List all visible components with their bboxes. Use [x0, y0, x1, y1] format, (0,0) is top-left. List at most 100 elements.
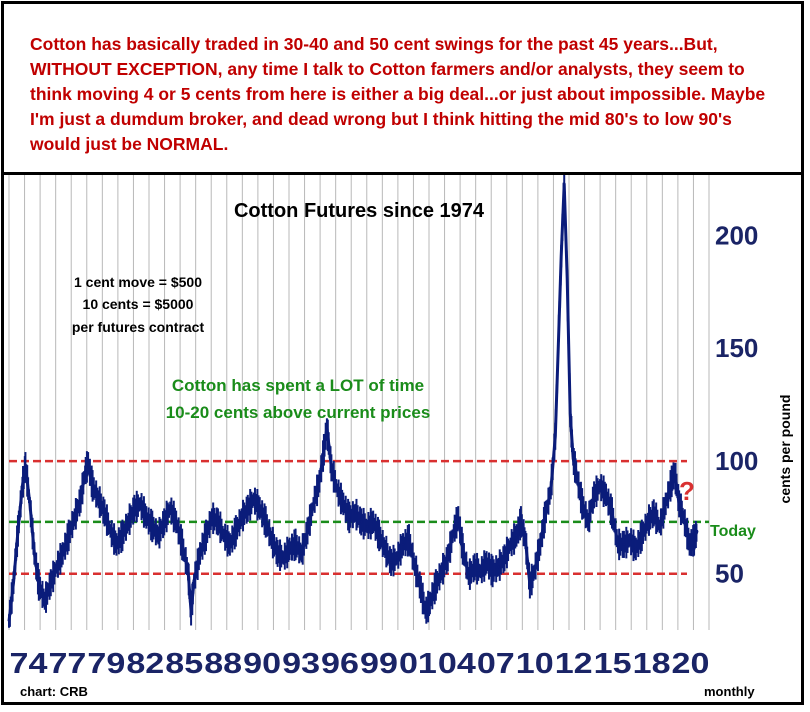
data-point: [568, 412, 572, 415]
data-point: [282, 556, 285, 560]
data-point: [186, 570, 190, 573]
data-point: [616, 543, 620, 546]
data-point: [604, 493, 608, 497]
header-box: Cotton has basically traded in 30-40 and…: [4, 4, 801, 175]
data-point: [103, 511, 106, 515]
green-note-line1: Cotton has spent a LOT of time: [172, 376, 424, 395]
data-point: [73, 516, 76, 519]
data-point: [348, 516, 351, 519]
data-point: [377, 534, 381, 537]
x-tick-label: 10: [516, 648, 554, 680]
y-tick-label: 150: [715, 333, 758, 363]
data-point: [467, 574, 470, 578]
data-point: [452, 529, 455, 533]
x-tick-label: 99: [360, 648, 398, 680]
x-tick-label: 82: [126, 648, 164, 680]
data-point: [485, 561, 488, 564]
data-point: [192, 579, 196, 582]
data-point: [288, 547, 291, 551]
y-tick-label: 50: [715, 558, 744, 588]
data-point: [109, 529, 112, 533]
data-point: [566, 277, 569, 280]
data-point: [276, 552, 279, 555]
data-point: [204, 534, 208, 537]
data-point: [389, 561, 393, 564]
x-tick-label: 77: [48, 648, 86, 680]
data-point: [491, 570, 494, 573]
data-point: [524, 538, 527, 542]
data-point: [571, 457, 575, 461]
data-point: [168, 507, 172, 510]
data-point: [610, 511, 614, 515]
data-point: [407, 538, 411, 542]
x-tick-label: 12: [555, 648, 593, 680]
data-point: [210, 516, 214, 519]
data-point: [457, 516, 460, 519]
data-point: [533, 570, 536, 573]
data-point: [682, 516, 685, 519]
data-point: [21, 484, 24, 488]
data-point: [622, 543, 626, 546]
data-point: [461, 547, 464, 551]
data-point: [677, 502, 681, 506]
data-point: [692, 538, 696, 542]
data-point: [252, 498, 255, 501]
question-mark: ?: [679, 476, 695, 506]
data-point: [12, 581, 15, 584]
data-point: [198, 552, 202, 555]
data-point: [440, 570, 444, 573]
contract-note-line2: 10 cents = $5000: [83, 296, 194, 312]
data-point: [294, 543, 297, 546]
data-point: [240, 516, 244, 519]
data-point: [446, 556, 450, 560]
data-point: [509, 543, 512, 546]
data-point: [473, 565, 476, 569]
x-tick-label: 96: [321, 648, 359, 680]
frequency-label: monthly: [704, 684, 755, 699]
x-tick-label: 15: [594, 648, 632, 680]
data-point: [688, 543, 691, 546]
data-point: [580, 502, 584, 506]
data-point: [234, 529, 238, 533]
data-point: [428, 601, 432, 605]
y-tick-label: 100: [715, 446, 758, 476]
data-point: [360, 520, 363, 524]
data-point: [83, 471, 87, 474]
source-label: chart: CRB: [20, 684, 88, 699]
today-label: Today: [710, 523, 756, 540]
data-point: [222, 534, 226, 537]
y-axis-ticks: 50 100 150 200: [715, 221, 758, 589]
x-tick-label: 74: [10, 648, 48, 680]
data-point: [554, 435, 557, 438]
data-point: [336, 489, 339, 492]
data-point: [325, 426, 329, 429]
data-point: [695, 529, 699, 533]
data-point: [33, 552, 36, 555]
data-point: [189, 610, 193, 614]
x-tick-label: 88: [204, 648, 242, 680]
price-series: [7, 175, 699, 628]
x-tick-label: 18: [633, 648, 671, 680]
data-point: [383, 547, 387, 551]
data-point: [37, 583, 41, 587]
data-point: [670, 480, 673, 483]
data-point: [318, 480, 321, 483]
data-point: [419, 588, 423, 591]
data-point: [543, 516, 547, 519]
x-axis-ticks: 74 77 79 82 85 88 90 93 96 99 01 04 07 10 12 15 18 20: [10, 648, 710, 680]
data-point: [330, 466, 333, 470]
data-point: [640, 534, 644, 537]
y-axis-label: cents per pound: [777, 395, 793, 504]
data-point: [174, 520, 178, 524]
data-point: [342, 502, 345, 506]
data-point: [628, 538, 632, 542]
data-point: [664, 502, 667, 506]
data-point: [133, 507, 136, 510]
data-point: [503, 556, 506, 560]
x-tick-label: 90: [243, 648, 281, 680]
data-point: [306, 529, 309, 533]
x-tick-label: 01: [399, 648, 437, 680]
data-point: [49, 581, 52, 584]
data-point: [592, 493, 596, 497]
